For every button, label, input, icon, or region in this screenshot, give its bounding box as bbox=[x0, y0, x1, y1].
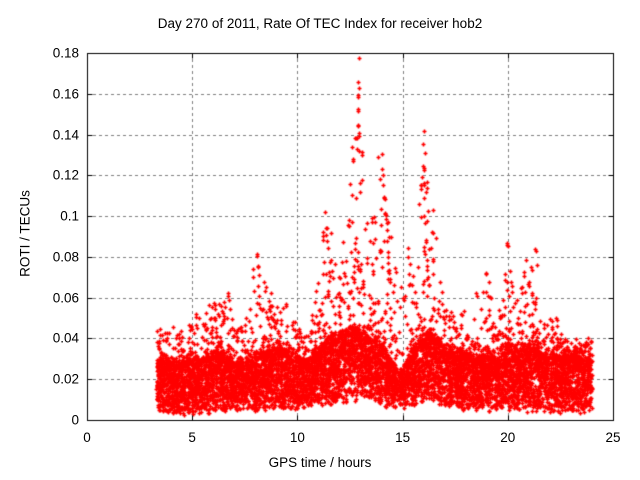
y-tick-label: 0.16 bbox=[52, 86, 79, 102]
y-tick-label: 0.1 bbox=[60, 208, 79, 224]
y-tick-label: 0.18 bbox=[52, 45, 79, 61]
y-tick-label: 0.14 bbox=[52, 127, 79, 143]
y-tick-label: 0.12 bbox=[52, 167, 79, 183]
chart-title: Day 270 of 2011, Rate Of TEC Index for r… bbox=[157, 16, 483, 31]
y-tick-label: 0.06 bbox=[52, 290, 79, 306]
y-tick-label: 0.08 bbox=[52, 249, 79, 265]
x-tick-label: 15 bbox=[395, 430, 411, 445]
x-tick-label: 0 bbox=[83, 430, 91, 445]
y-tick-label: 0.02 bbox=[52, 371, 79, 387]
x-tick-label: 20 bbox=[500, 430, 516, 445]
y-axis-label: ROTI / TECUs bbox=[17, 190, 33, 277]
y-tick-label: 0 bbox=[71, 412, 79, 428]
x-axis-label: GPS time / hours bbox=[268, 455, 372, 470]
x-tick-label: 5 bbox=[188, 430, 196, 445]
x-tick-label: 10 bbox=[289, 430, 305, 445]
x-tick-label: 25 bbox=[605, 430, 621, 445]
y-tick-label: 0.04 bbox=[52, 330, 79, 346]
